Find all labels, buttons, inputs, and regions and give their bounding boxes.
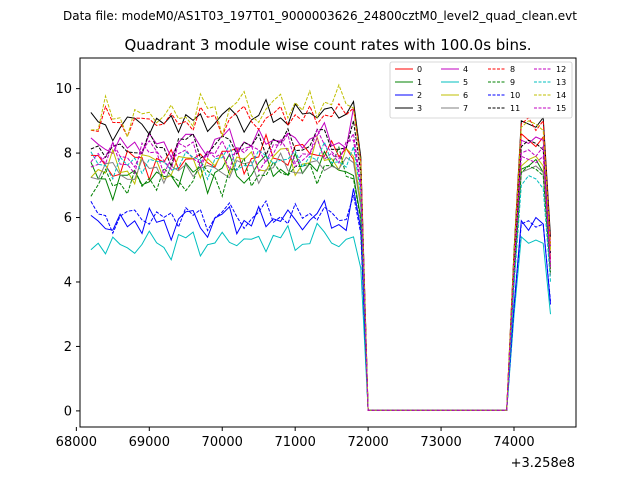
chart-title: Quadrant 3 module wise count rates with …: [124, 36, 531, 54]
legend-label-15: 15: [556, 104, 566, 113]
legend-label-9: 9: [510, 78, 515, 87]
x-tick-label: 74000: [493, 435, 534, 450]
legend-label-3: 3: [417, 104, 422, 113]
y-tick-label: 8: [64, 147, 72, 162]
y-tick-label: 4: [64, 275, 72, 290]
x-tick-label: 73000: [420, 435, 461, 450]
y-tick-label: 2: [64, 340, 72, 355]
legend-label-1: 1: [417, 78, 422, 87]
legend-frame: [389, 61, 573, 119]
figure-suptitle: Data file: modeM0/AS1T03_197T01_90000036…: [63, 9, 577, 23]
plot-lines: [90, 83, 551, 411]
legend-label-5: 5: [463, 78, 468, 87]
x-tick-label: 72000: [347, 435, 388, 450]
legend-label-12: 12: [556, 65, 566, 74]
legend-label-0: 0: [417, 65, 422, 74]
y-tick-label: 10: [55, 82, 72, 97]
legend-label-6: 6: [463, 91, 468, 100]
y-tick-label: 6: [64, 211, 72, 226]
legend-label-13: 13: [556, 78, 566, 87]
x-tick-label: 68000: [56, 435, 97, 450]
x-axis-ticks: 68000 69000 70000 71000 72000 73000 74000: [56, 427, 535, 450]
legend-label-7: 7: [463, 104, 468, 113]
legend-label-14: 14: [556, 91, 566, 100]
x-tick-label: 71000: [274, 435, 315, 450]
legend-label-8: 8: [510, 65, 515, 74]
x-tick-label: 70000: [202, 435, 243, 450]
y-tick-label: 0: [64, 404, 72, 419]
legend-label-2: 2: [417, 91, 422, 100]
y-axis-ticks: 0 2 4 6 8 10: [55, 82, 80, 419]
series-line-15: [90, 127, 551, 411]
axes-frame: [79, 57, 577, 428]
legend-label-11: 11: [510, 104, 520, 113]
x-tick-label: 69000: [129, 435, 170, 450]
legend-label-4: 4: [463, 65, 468, 74]
series-line-9: [90, 145, 551, 411]
legend-label-10: 10: [510, 91, 520, 100]
series-line-14: [90, 83, 551, 411]
x-axis-offset-label: +3.258e8: [511, 456, 575, 471]
